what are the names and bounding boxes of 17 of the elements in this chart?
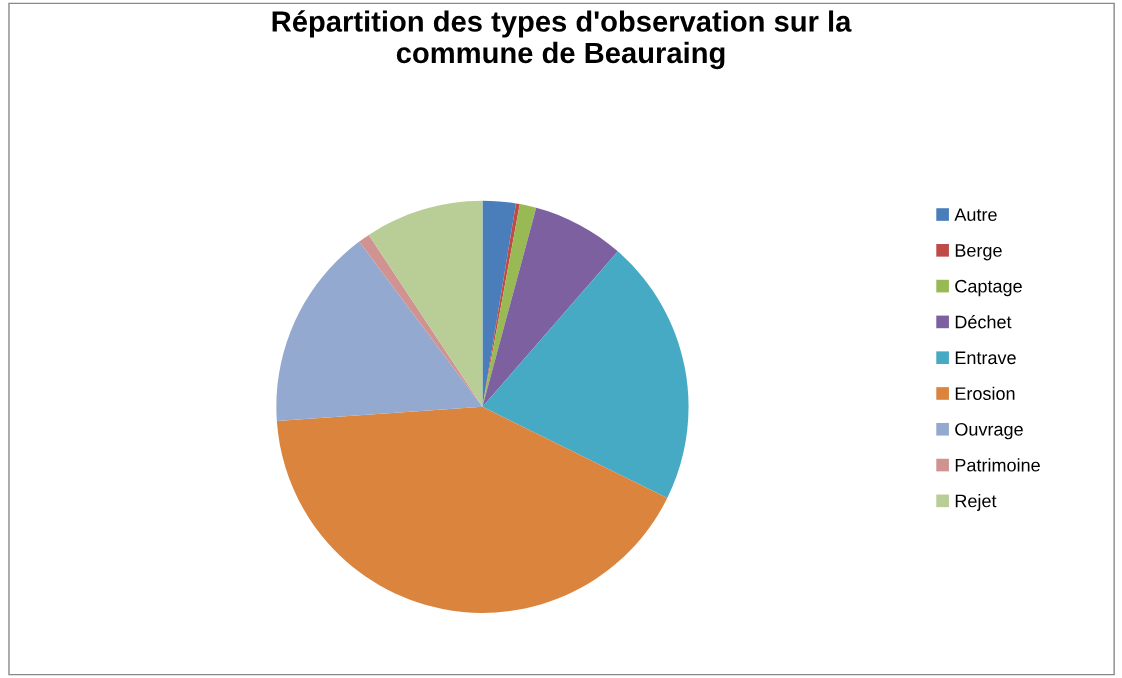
legend-label: Déchet: [955, 314, 1012, 329]
legend-label: Berge: [955, 244, 1002, 261]
legend-label: Captage: [955, 279, 1022, 297]
legend-label: Entrave: [955, 351, 1016, 365]
legend-label: Autre: [954, 208, 997, 222]
legend-label: Patrimoine: [955, 458, 1040, 472]
pie-slice: [368, 200, 483, 407]
pie-slice: [276, 241, 483, 422]
legend-label: Ouvrage: [955, 422, 1023, 440]
chart-title: Répartition des types d'observation sur la commune de Beauraing: [272, 10, 852, 70]
pie-slice: [482, 251, 689, 499]
pie-slice: [359, 234, 483, 407]
pie-slice: [482, 207, 618, 407]
pie-slice: [276, 406, 668, 613]
legend-label: Rejet: [955, 494, 997, 511]
legend-label: Erosion: [955, 386, 1015, 400]
pie-slice: [482, 204, 537, 407]
